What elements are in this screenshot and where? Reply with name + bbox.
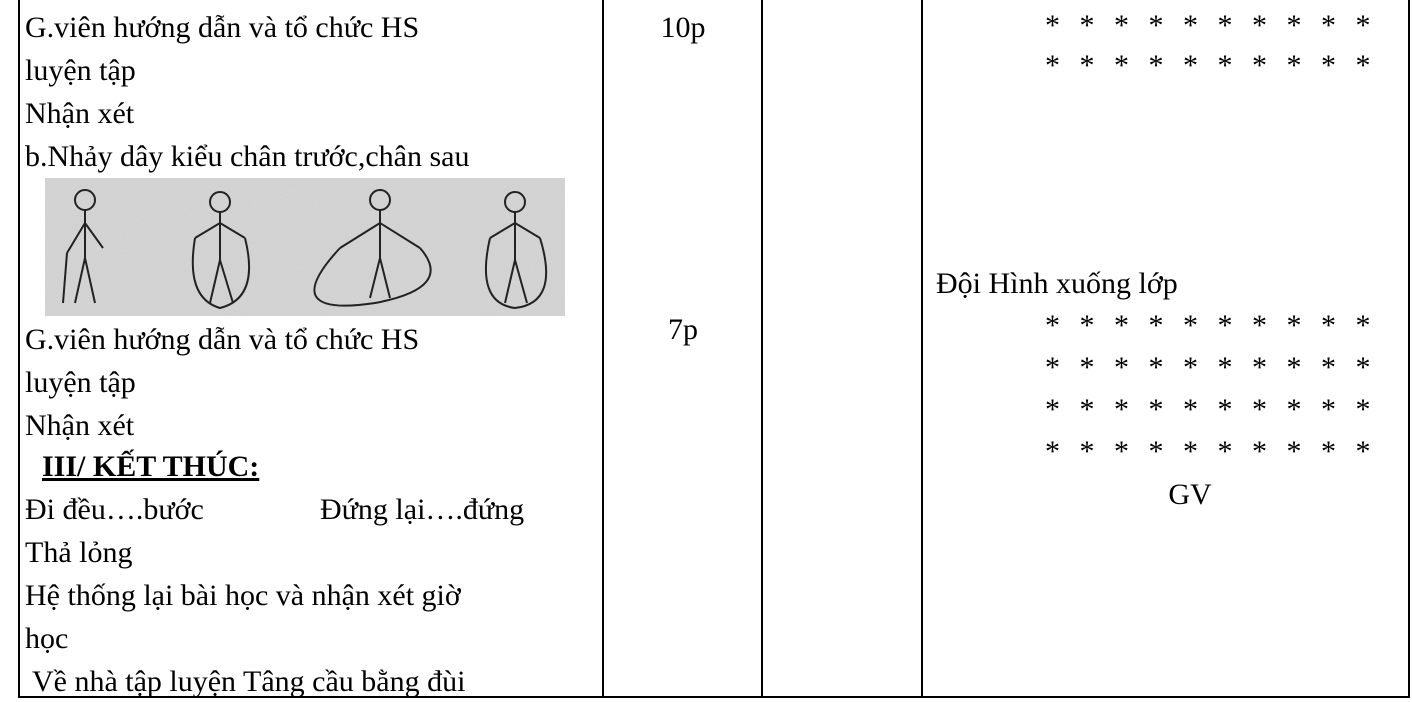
cell-text: G.viên hướng dẫn và tổ chức HS [25, 323, 420, 356]
cell-text: luyện tập [25, 366, 136, 399]
cell-text: luyện tập [25, 54, 136, 87]
time-text: 7p [668, 313, 698, 346]
time-text: 10p [660, 11, 706, 44]
cell-text: Đứng lại….đứng [320, 493, 525, 526]
cell-text: Hệ thống lại bài học và nhận xét giờ [25, 579, 461, 612]
table-border [921, 0, 923, 698]
teacher-label: GV [1168, 478, 1212, 511]
student-row: * * * * * * * * * * [1045, 9, 1371, 42]
student-row: * * * * * * * * * * [1045, 393, 1371, 426]
student-row: * * * * * * * * * * [1045, 435, 1371, 468]
cell-text: học [25, 622, 69, 655]
table-border [18, 696, 1410, 698]
student-row: * * * * * * * * * * [1045, 49, 1371, 82]
table-border [602, 0, 604, 698]
cell-text: b.Nhảy dây kiểu chân trước,chân sau [25, 140, 470, 173]
cell-text: Thả lỏng [25, 536, 133, 569]
student-row: * * * * * * * * * * [1045, 351, 1371, 384]
cell-text: Nhận xét [25, 409, 135, 442]
table-border [761, 0, 763, 698]
cell-text: Đi đều….bước [25, 493, 204, 526]
cell-text: Về nhà tập luyện Tâng cầu bằng đùi [25, 665, 466, 698]
cell-text: G.viên hướng dẫn và tổ chức HS [25, 11, 420, 44]
formation-label: Đội Hình xuống lớp [936, 267, 1178, 300]
table-border [1408, 0, 1410, 698]
section-heading: III/ KẾT THÚC: [42, 450, 260, 483]
student-row: * * * * * * * * * * [1045, 309, 1371, 342]
jump-rope-illustration [45, 178, 565, 316]
cell-text: Nhận xét [25, 97, 135, 130]
table-border [18, 0, 20, 698]
